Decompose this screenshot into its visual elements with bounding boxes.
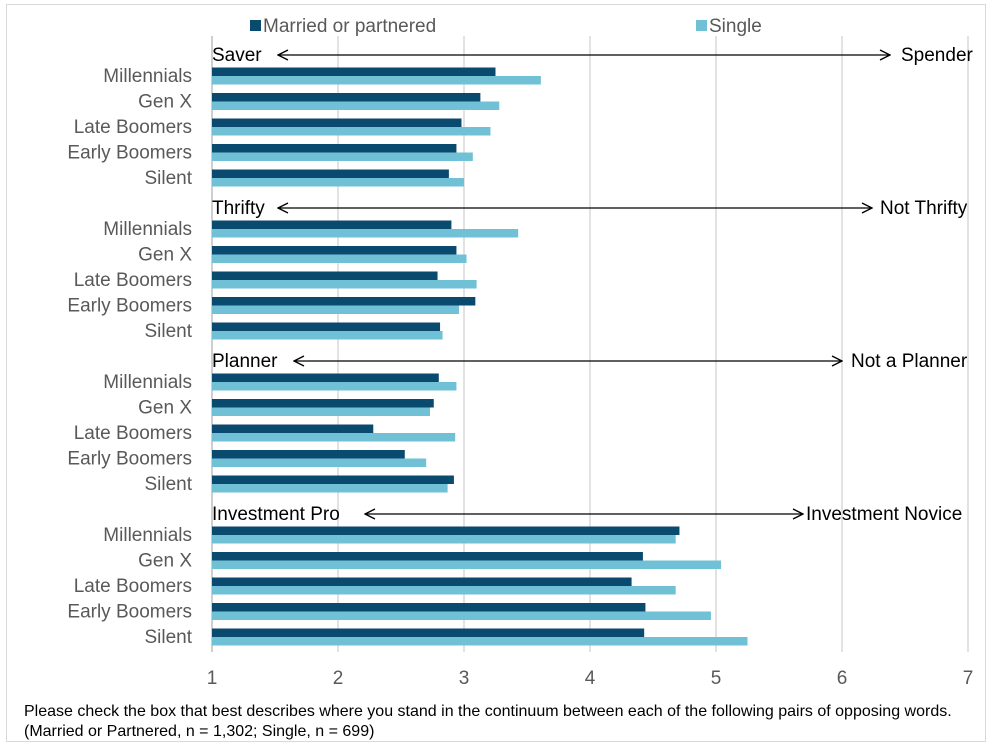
x-tick-label: 4 <box>585 668 596 689</box>
bar-single <box>212 152 473 161</box>
bar-married <box>212 169 449 178</box>
bar-single <box>212 637 748 646</box>
bar-married <box>212 552 643 561</box>
bar-married <box>212 424 374 433</box>
bar-single <box>212 611 711 620</box>
bar-married <box>212 526 680 535</box>
footnote: Please check the box that best describes… <box>24 703 952 740</box>
bar-married <box>212 322 441 331</box>
bar-married <box>212 628 645 637</box>
category-label: Millennials <box>103 219 192 240</box>
bar-single <box>212 305 459 314</box>
bar-single <box>212 101 500 110</box>
category-label: Silent <box>144 168 192 189</box>
category-label: Early Boomers <box>67 449 192 470</box>
category-label: Late Boomers <box>74 576 192 597</box>
pair-right-label: Investment Novice <box>806 504 962 525</box>
bar-married <box>212 118 462 127</box>
bar-married <box>212 475 454 484</box>
category-label: Early Boomers <box>67 602 192 623</box>
bar-married <box>212 67 496 76</box>
category-label: Millennials <box>103 66 192 87</box>
bar-single <box>212 535 676 544</box>
grid-lines <box>211 36 969 652</box>
pair-right-label: Spender <box>901 45 974 66</box>
legend: Married or partnered Single <box>250 16 762 37</box>
category-label: Silent <box>144 321 192 342</box>
bar-married <box>212 399 434 408</box>
bars <box>212 67 748 646</box>
category-label: Silent <box>144 627 192 648</box>
x-tick-label: 2 <box>333 668 344 689</box>
category-label: Millennials <box>103 525 192 546</box>
pair-left-label: Planner <box>212 351 278 372</box>
category-label: Gen X <box>138 551 192 572</box>
x-axis-ticks: 1 2 3 4 5 6 7 <box>207 668 974 689</box>
bar-single <box>212 178 464 187</box>
x-tick-label: 1 <box>207 668 218 689</box>
bar-married <box>212 577 632 586</box>
bar-single <box>212 433 456 442</box>
category-label: Early Boomers <box>67 143 192 164</box>
x-tick-label: 7 <box>963 668 974 689</box>
pair-left-label: Thrifty <box>212 198 265 219</box>
bar-married <box>212 271 438 280</box>
legend-swatch <box>250 20 261 31</box>
bar-single <box>212 484 448 493</box>
category-label: Millennials <box>103 372 192 393</box>
bar-single <box>212 382 457 391</box>
x-tick-label: 6 <box>837 668 848 689</box>
bar-married <box>212 246 457 255</box>
bar-single <box>212 280 477 289</box>
bar-single <box>212 560 722 569</box>
pair-right-label: Not Thrifty <box>880 198 968 219</box>
category-label: Late Boomers <box>74 270 192 291</box>
bar-single <box>212 331 443 340</box>
bar-married <box>212 450 405 459</box>
bar-single <box>212 458 427 467</box>
pair-right-label: Not a Planner <box>851 351 968 372</box>
bar-single <box>212 407 430 416</box>
bar-single <box>212 127 491 136</box>
category-label: Early Boomers <box>67 296 192 317</box>
category-label: Gen X <box>138 245 192 266</box>
category-labels: Millennials Gen X Late Boomers Early Boomer… <box>67 66 192 648</box>
pair-labels: Saver Spender Thrifty Not Thrifty Planner Not… <box>212 45 974 525</box>
legend-swatch <box>696 20 707 31</box>
legend-label: Married or partnered <box>263 16 436 37</box>
category-label: Gen X <box>138 398 192 419</box>
pair-left-label: Investment Pro <box>212 504 340 525</box>
category-label: Late Boomers <box>74 117 192 138</box>
bar-married <box>212 93 481 102</box>
x-tick-label: 5 <box>711 668 722 689</box>
bar-single <box>212 229 519 238</box>
category-label: Late Boomers <box>74 423 192 444</box>
category-label: Silent <box>144 474 192 495</box>
bar-married <box>212 220 452 229</box>
pair-left-label: Saver <box>212 45 262 66</box>
legend-label: Single <box>709 16 762 37</box>
bar-married <box>212 144 457 153</box>
x-tick-label: 3 <box>459 668 470 689</box>
bar-single <box>212 76 541 85</box>
bar-married <box>212 603 646 612</box>
bar-married <box>212 297 476 306</box>
bar-single <box>212 586 676 595</box>
bar-married <box>212 373 439 382</box>
bar-single <box>212 254 467 263</box>
category-label: Gen X <box>138 92 192 113</box>
